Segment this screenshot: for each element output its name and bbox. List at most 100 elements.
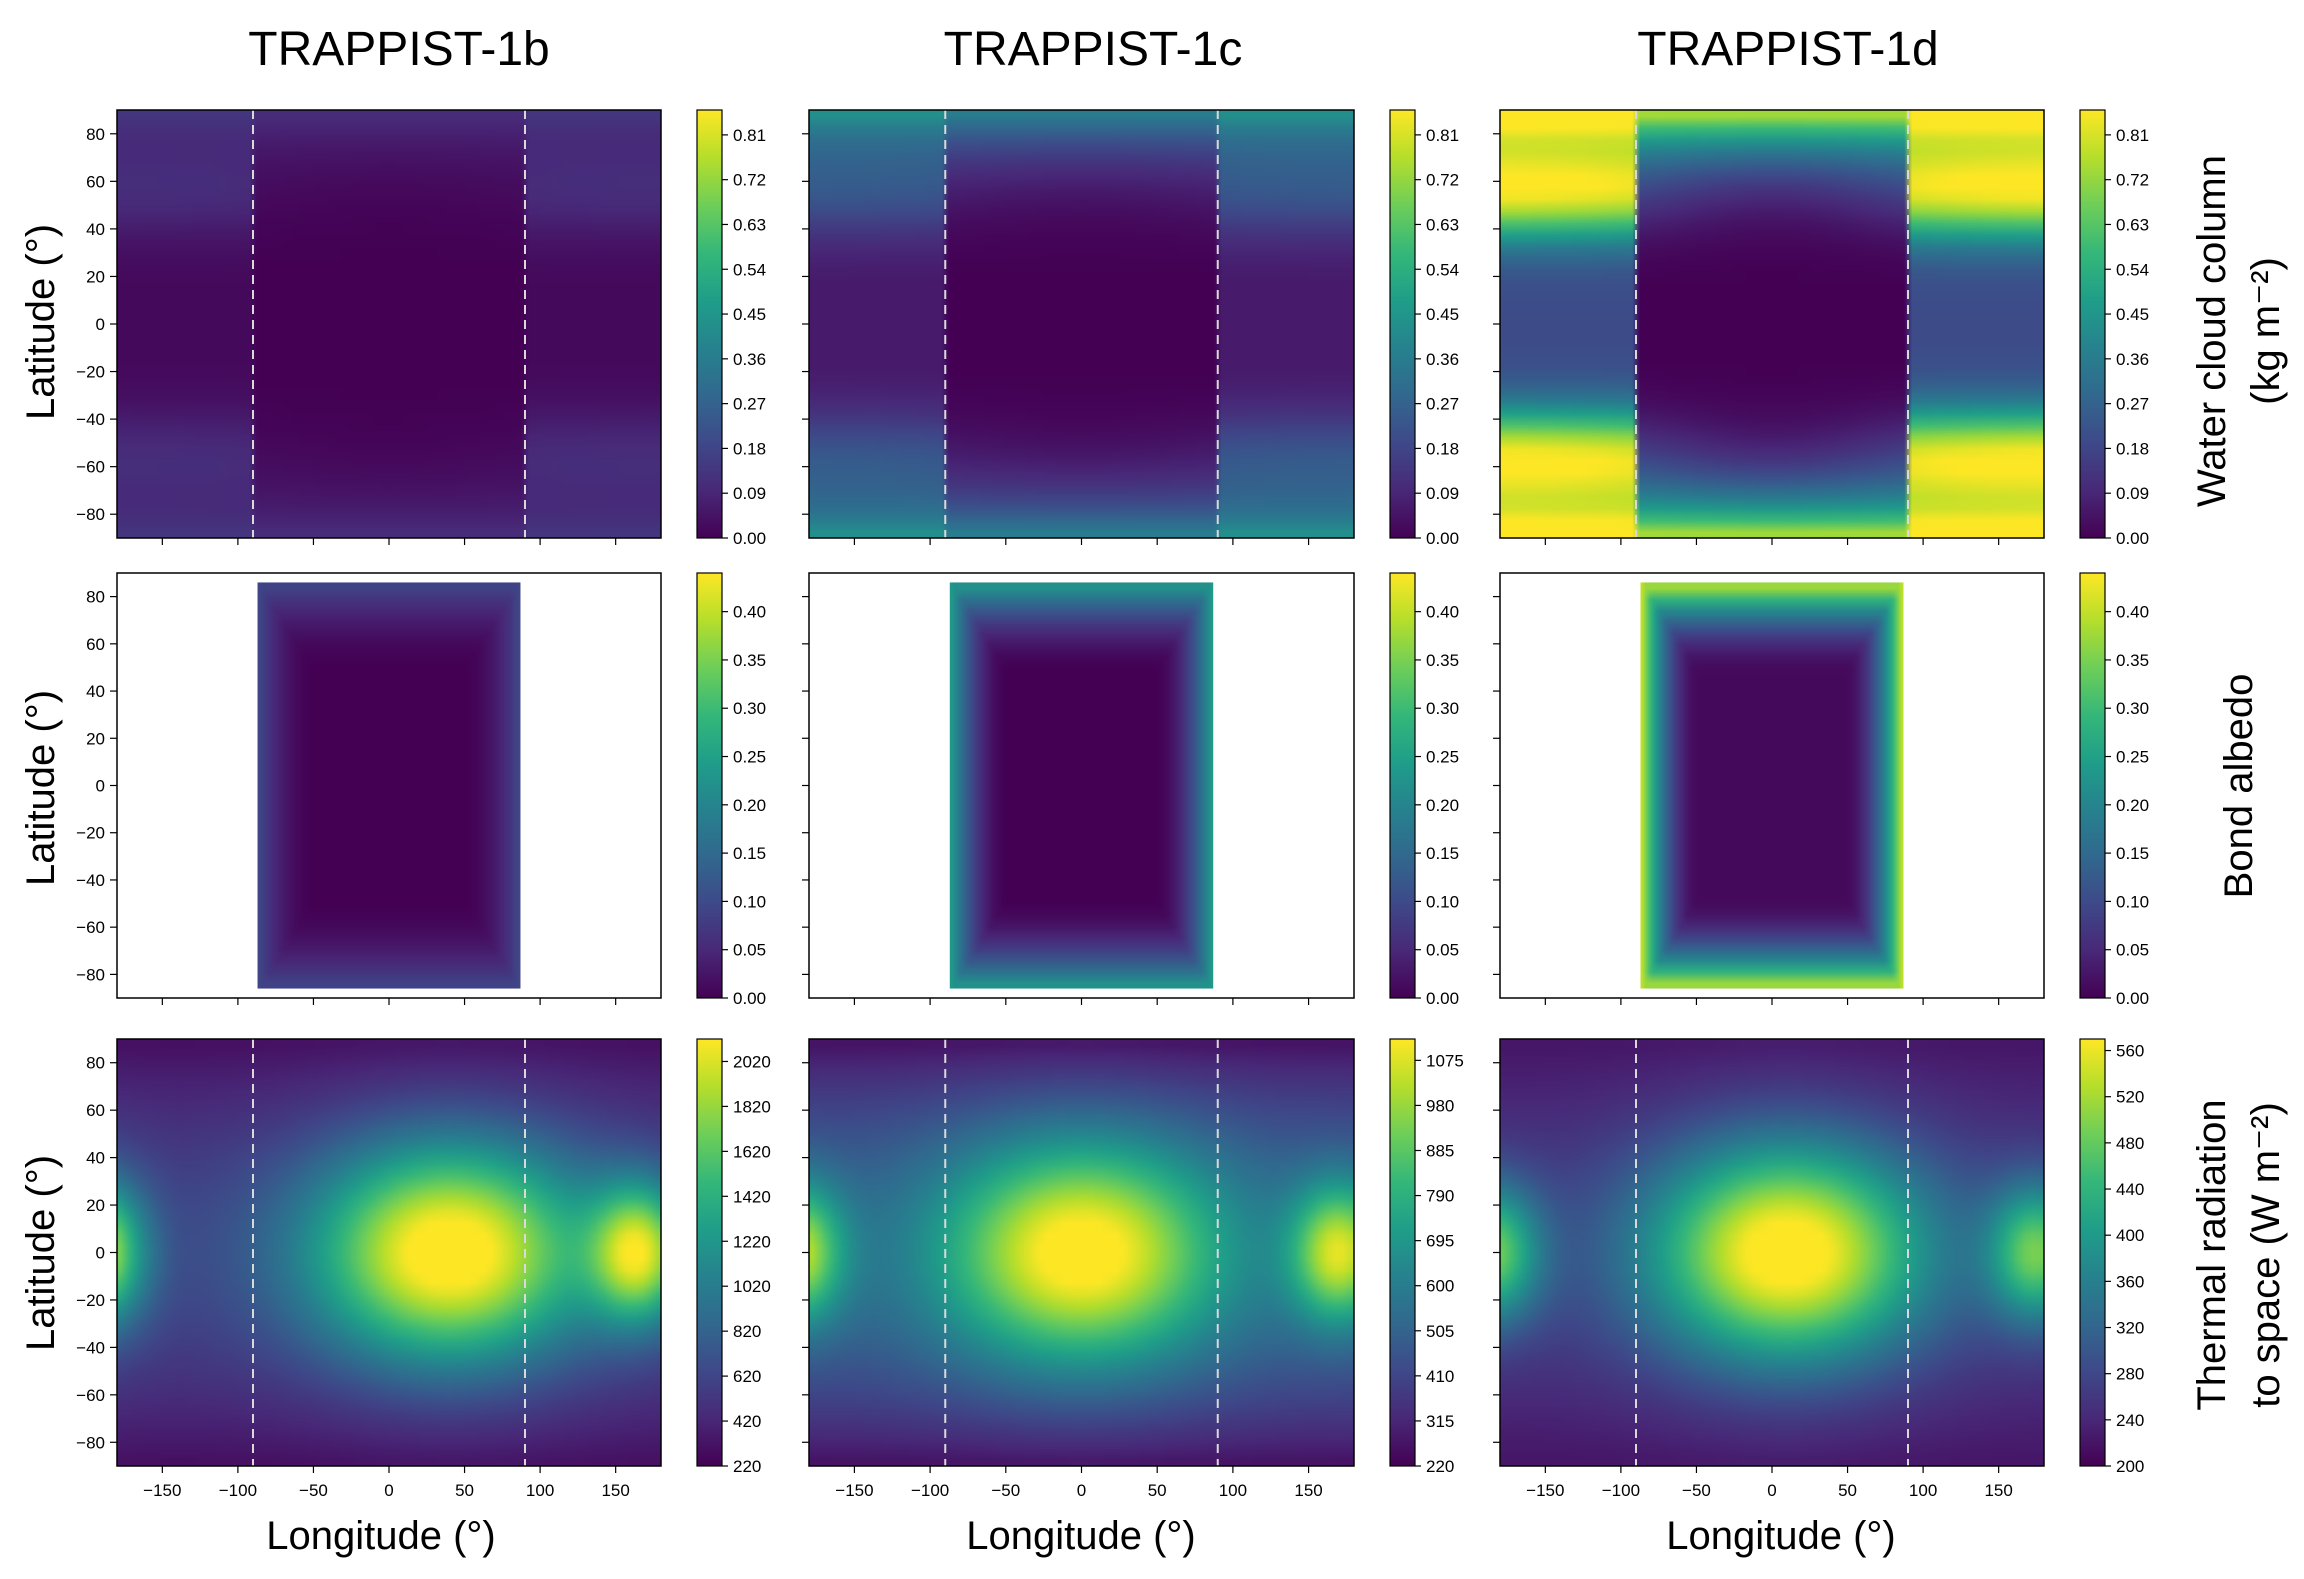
colorbar-tick-label: 0.27 xyxy=(733,395,766,414)
x-tick-label: −100 xyxy=(911,1481,949,1500)
colorbar-tick-label: 0.72 xyxy=(1426,171,1459,190)
colorbar-tick-label: 0.72 xyxy=(2116,171,2149,190)
colorbar-tick-label: 0.27 xyxy=(1426,395,1459,414)
x-tick-label: 150 xyxy=(601,1481,629,1500)
colorbar-tick-label: 0.18 xyxy=(1426,439,1459,458)
heatmap-panel: 0.00 0.05 0.10 0.15 0.20 0.25 0.30 0.35 0.40 xyxy=(802,572,1459,1008)
x-tick-label: −150 xyxy=(835,1481,873,1500)
y-tick-label: −20 xyxy=(76,363,105,382)
colorbar-tick-label: 0.30 xyxy=(733,699,766,718)
colorbar-tick-label: 2020 xyxy=(733,1052,771,1071)
colorbar-tick-label: 280 xyxy=(2116,1365,2144,1384)
x-axis-label: Longitude (°) xyxy=(1666,1514,1895,1558)
colorbar-tick-label: 0.09 xyxy=(2116,484,2149,503)
colorbar-tick-label: 0.30 xyxy=(2116,699,2149,718)
colorbar-tick-label: 0.00 xyxy=(1426,989,1459,1008)
colorbar xyxy=(696,572,723,999)
colorbar-tick-label: 400 xyxy=(2116,1226,2144,1245)
x-tick-label: −150 xyxy=(1526,1481,1564,1500)
heatmap-image xyxy=(117,1039,661,1466)
colorbar-tick-label: 220 xyxy=(733,1457,761,1476)
y-tick-label: −40 xyxy=(76,871,105,890)
row-label-line: to space (W m⁻²) xyxy=(2244,1102,2288,1408)
colorbar-tick-label: 200 xyxy=(2116,1457,2144,1476)
colorbar xyxy=(1389,572,1416,999)
colorbar-tick-label: 1420 xyxy=(733,1187,771,1206)
colorbar-tick-label: 315 xyxy=(1426,1412,1454,1431)
y-tick-label: −60 xyxy=(76,918,105,937)
colorbar-tick-label: 360 xyxy=(2116,1272,2144,1291)
y-tick-label: −20 xyxy=(76,824,105,843)
heatmap-image xyxy=(257,582,521,989)
heatmap-image xyxy=(1500,110,2044,538)
colorbar-tick-label: 600 xyxy=(1426,1277,1454,1296)
colorbar-tick-label: 1075 xyxy=(1426,1051,1464,1070)
y-tick-label: 60 xyxy=(86,172,105,191)
heatmap-panel: 0.00 0.09 0.18 0.27 0.36 0.45 0.54 0.63 0.72 0.81 xyxy=(802,109,1459,548)
y-axis-label: Latitude (°) xyxy=(19,690,63,886)
colorbar-tick-label: 0.18 xyxy=(2116,439,2149,458)
x-tick-label: −50 xyxy=(991,1481,1020,1500)
colorbar-tick-label: 0.15 xyxy=(2116,844,2149,863)
colorbar-tick-label: 0.00 xyxy=(733,529,766,548)
x-tick-label: −50 xyxy=(1682,1481,1711,1500)
x-tick-label: −100 xyxy=(219,1481,257,1500)
x-tick-label: 100 xyxy=(526,1481,554,1500)
colorbar-tick-label: 1620 xyxy=(733,1142,771,1161)
colorbar-tick-label: 0.54 xyxy=(733,260,766,279)
colorbar-tick-label: 0.05 xyxy=(2116,941,2149,960)
colorbar-tick-label: 0.36 xyxy=(1426,350,1459,369)
y-tick-label: 40 xyxy=(86,682,105,701)
colorbar-tick-label: 0.20 xyxy=(733,796,766,815)
y-tick-label: 0 xyxy=(96,315,105,334)
colorbar-tick-label: 0.20 xyxy=(2116,796,2149,815)
colorbar-tick-label: 0.81 xyxy=(1426,126,1459,145)
colorbar-tick-label: 0.36 xyxy=(733,350,766,369)
colorbar-tick-label: 0.63 xyxy=(2116,215,2149,234)
heatmap-panel: −80 −60 −40 −20 0 20 40 60 80 −150 −100 −50 0 50 100 15… xyxy=(76,1038,771,1500)
colorbar-tick-label: 480 xyxy=(2116,1134,2144,1153)
x-tick-label: 50 xyxy=(1148,1481,1167,1500)
colorbar-tick-label: 505 xyxy=(1426,1322,1454,1341)
colorbar-tick-label: 0.35 xyxy=(1426,651,1459,670)
colorbar-tick-label: 0.25 xyxy=(1426,748,1459,767)
row-label-thermal-radiation: Thermal radiation to space (W m⁻²) xyxy=(2190,1099,2288,1410)
colorbar-tick-label: 885 xyxy=(1426,1141,1454,1160)
y-tick-label: −20 xyxy=(76,1291,105,1310)
heatmap-image xyxy=(949,582,1214,989)
colorbar-tick-label: 0.05 xyxy=(733,941,766,960)
x-tick-label: 150 xyxy=(1984,1481,2012,1500)
y-tick-label: 20 xyxy=(86,1196,105,1215)
x-tick-label: 150 xyxy=(1294,1481,1322,1500)
colorbar xyxy=(2079,572,2106,999)
colorbar-tick-label: 320 xyxy=(2116,1319,2144,1338)
y-tick-label: 40 xyxy=(86,1149,105,1168)
colorbar-tick-label: 0.45 xyxy=(2116,305,2149,324)
colorbar-tick-label: 0.00 xyxy=(1426,529,1459,548)
colorbar-tick-label: 0.27 xyxy=(2116,395,2149,414)
colorbar-tick-label: 0.00 xyxy=(733,989,766,1008)
colorbar-tick-label: 560 xyxy=(2116,1042,2144,1061)
heatmap-panel: 0.00 0.09 0.18 0.27 0.36 0.45 0.54 0.63 0.72 0.81 xyxy=(1493,109,2149,548)
colorbar-tick-label: 0.25 xyxy=(2116,748,2149,767)
colorbar-tick-label: 440 xyxy=(2116,1180,2144,1199)
heatmap-panel: 0.00 0.05 0.10 0.15 0.20 0.25 0.30 0.35 0.40 xyxy=(1493,572,2149,1008)
colorbar-tick-label: 980 xyxy=(1426,1096,1454,1115)
heatmap-image xyxy=(117,110,661,538)
colorbar-tick-label: 0.40 xyxy=(1426,603,1459,622)
heatmap-panel: −80 −60 −40 −20 0 20 40 60 80 0.00 0.05 0.10 0.15 0.2… xyxy=(76,572,766,1008)
x-tick-label: 50 xyxy=(1838,1481,1857,1500)
row-label-line: Bond albedo xyxy=(2217,674,2261,899)
x-tick-label: 100 xyxy=(1909,1481,1937,1500)
colorbar xyxy=(696,1038,723,1467)
y-tick-label: 20 xyxy=(86,267,105,286)
y-tick-label: −60 xyxy=(76,1386,105,1405)
x-tick-label: −150 xyxy=(143,1481,181,1500)
colorbar-tick-label: 0.25 xyxy=(733,748,766,767)
colorbar-tick-label: 0.18 xyxy=(733,439,766,458)
heatmap-panel: −150 −100 −50 0 50 100 150 200 240 280 320 360 400 44… xyxy=(1493,1038,2144,1500)
y-tick-label: 60 xyxy=(86,635,105,654)
colorbar-tick-label: 0.15 xyxy=(1426,844,1459,863)
colorbar-tick-label: 0.45 xyxy=(1426,305,1459,324)
y-tick-label: 40 xyxy=(86,220,105,239)
